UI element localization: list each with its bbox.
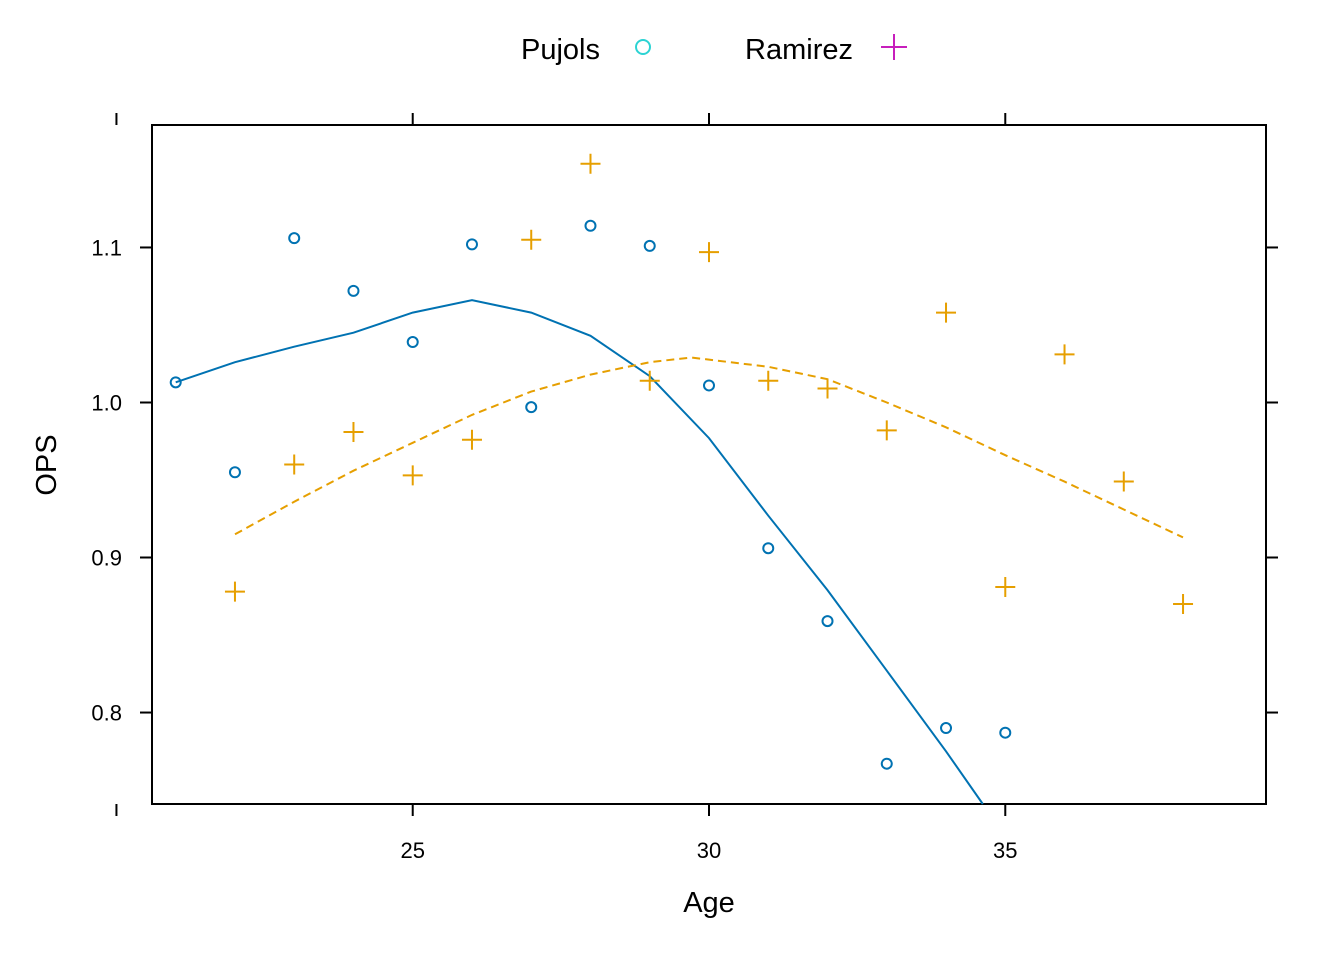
ramirez-point bbox=[343, 421, 364, 442]
y-tick-label: 1.1 bbox=[91, 235, 122, 260]
y-axis-title: OPS bbox=[31, 434, 63, 495]
legend-symbol-pujols bbox=[635, 39, 651, 55]
pujols-point bbox=[525, 401, 538, 414]
pujols-point bbox=[821, 615, 834, 628]
plot-area bbox=[169, 153, 1194, 805]
x-tick-label: 35 bbox=[993, 838, 1017, 863]
ramirez-smooth-line bbox=[234, 356, 1184, 539]
axis-tick-labels: 25 30 35 0.8 0.9 1.0 1.1 bbox=[91, 235, 1017, 863]
pujols-point bbox=[288, 232, 301, 245]
x-tick-label: 30 bbox=[697, 838, 721, 863]
y-tick-label: 1.0 bbox=[91, 390, 122, 415]
pujols-point bbox=[584, 219, 597, 232]
ramirez-point bbox=[758, 370, 779, 391]
legend: Pujols Ramirez bbox=[521, 34, 907, 66]
axis-ticks bbox=[115, 113, 1278, 816]
ramirez-point bbox=[1173, 594, 1194, 615]
pujols-point bbox=[762, 542, 775, 555]
pujols-point bbox=[228, 466, 241, 479]
legend-label-pujols: Pujols bbox=[521, 34, 600, 66]
ramirez-point bbox=[699, 242, 719, 263]
pujols-point bbox=[169, 376, 182, 389]
ramirez-point bbox=[284, 454, 305, 475]
ramirez-point bbox=[521, 229, 542, 250]
ramirez-point bbox=[224, 581, 245, 602]
ramirez-point bbox=[1054, 344, 1075, 365]
x-tick-label: 25 bbox=[400, 838, 424, 863]
ramirez-point bbox=[936, 302, 957, 323]
pujols-point bbox=[940, 722, 953, 735]
pujols-point bbox=[999, 726, 1012, 739]
plot-frame bbox=[151, 124, 1267, 805]
y-tick-label: 0.9 bbox=[91, 546, 122, 571]
legend-symbol-ramirez bbox=[881, 34, 907, 60]
pujols-point bbox=[643, 239, 656, 252]
ramirez-point bbox=[876, 420, 897, 441]
ramirez-point bbox=[402, 465, 423, 486]
pujols-smooth-line bbox=[175, 299, 984, 805]
pujols-point bbox=[703, 379, 715, 392]
ramirez-point bbox=[639, 370, 660, 391]
ramirez-point bbox=[461, 429, 482, 450]
pujols-point bbox=[880, 757, 893, 770]
legend-label-ramirez: Ramirez bbox=[745, 34, 853, 66]
ramirez-point bbox=[817, 378, 838, 399]
x-axis-title: Age bbox=[683, 887, 735, 919]
pujols-point bbox=[465, 238, 478, 251]
ramirez-point bbox=[580, 153, 601, 174]
pujols-point bbox=[406, 336, 419, 349]
pujols-point bbox=[347, 284, 360, 297]
y-tick-label: 0.8 bbox=[91, 701, 122, 726]
ramirez-point bbox=[1113, 471, 1134, 492]
ramirez-point bbox=[995, 576, 1016, 597]
